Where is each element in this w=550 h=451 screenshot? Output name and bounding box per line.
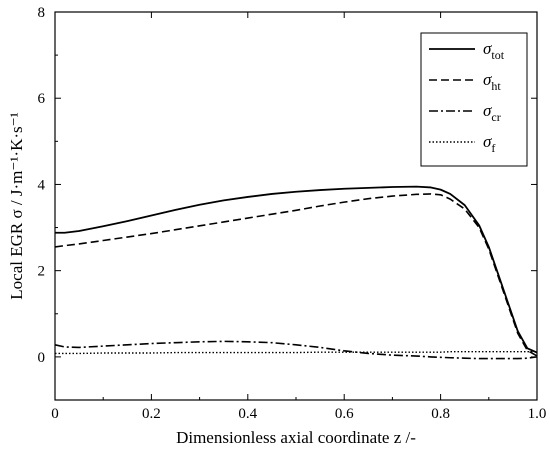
x-tick-label: 0.4 <box>238 406 257 422</box>
y-tick-label: 2 <box>38 264 46 280</box>
plot-frame <box>54 11 538 401</box>
x-tick-label: 1.0 <box>528 406 547 422</box>
x-axis-label: Dimensionless axial coordinate z /- <box>176 428 416 447</box>
series-line-ht <box>54 193 538 357</box>
series-line-tot <box>55 185 538 354</box>
y-tick-label: 6 <box>38 91 46 107</box>
y-tick-label: 8 <box>38 5 46 21</box>
x-tick-label: 0 <box>51 406 59 422</box>
legend-box <box>420 32 528 167</box>
x-tick-label: 0.6 <box>335 406 354 422</box>
y-tick-label: 4 <box>38 177 46 193</box>
series-layer <box>54 185 538 360</box>
series-line-f <box>55 351 537 355</box>
y-tick-label: 0 <box>38 350 46 366</box>
x-tick-label: 0.2 <box>142 406 161 422</box>
y-axis-label: Local EGR σ / J·m⁻¹·K·s⁻¹ <box>7 112 26 299</box>
x-tick-label: 0.8 <box>431 406 450 422</box>
series-line-cr <box>54 340 538 360</box>
